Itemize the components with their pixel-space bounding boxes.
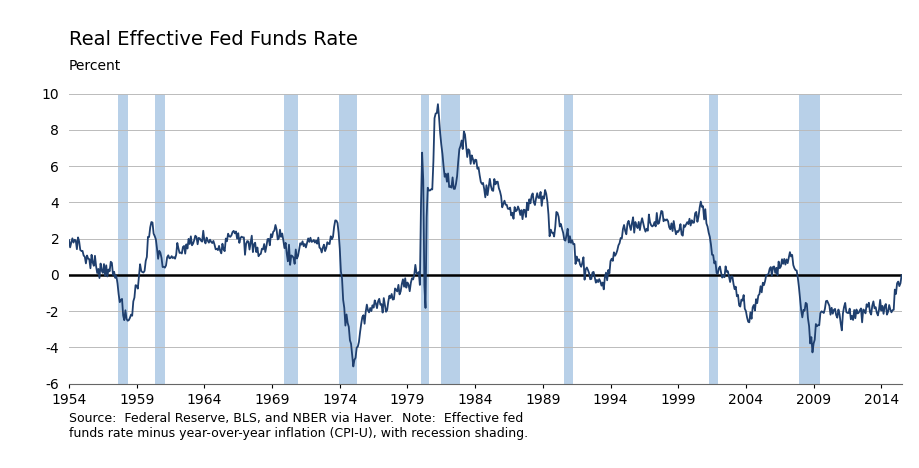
Bar — [798, 94, 820, 384]
Bar — [118, 94, 128, 384]
Bar — [284, 94, 298, 384]
Bar — [708, 94, 717, 384]
Bar — [421, 94, 428, 384]
Text: Percent: Percent — [69, 58, 121, 73]
Bar — [154, 94, 165, 384]
Bar — [563, 94, 573, 384]
Bar — [441, 94, 460, 384]
Bar — [338, 94, 357, 384]
Text: Real Effective Fed Funds Rate: Real Effective Fed Funds Rate — [69, 30, 357, 50]
Text: Source:  Federal Reserve, BLS, and NBER via Haver.  Note:  Effective fed
funds r: Source: Federal Reserve, BLS, and NBER v… — [69, 412, 528, 440]
